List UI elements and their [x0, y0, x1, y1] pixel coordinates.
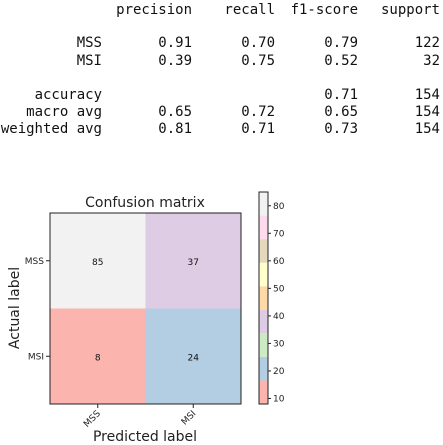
colorbar-tick-label: 30 — [273, 339, 285, 349]
classification-report: precision recall f1-score support MSS 0.91 0.7… — [0, 0, 443, 150]
colorbar-tick-label: 80 — [273, 202, 285, 212]
colorbar-segment — [259, 263, 268, 287]
report-header-f1-score: f1-score — [291, 2, 358, 18]
report-cell-f1: 0.52 — [324, 53, 358, 69]
y-axis-label: Actual label — [7, 267, 23, 349]
colorbar-tick-label: 50 — [273, 284, 285, 294]
report-cell-support: 122 — [415, 35, 440, 51]
colorbar-tick-label: 10 — [273, 394, 285, 404]
report-cell-f1: 0.71 — [324, 87, 358, 103]
report-cell-recall: 0.71 — [241, 121, 275, 137]
colorbar-segment — [259, 310, 268, 334]
confusion-matrix-chart: Confusion matrix 85 37 8 24 MSS MSI MSS MSI P… — [0, 190, 443, 445]
y-tick-labels: MSS MSI — [25, 257, 50, 363]
matrix-cells: 85 37 8 24 — [50, 213, 241, 404]
chart-title: Confusion matrix — [85, 195, 205, 211]
report-cell-precision: 0.39 — [158, 53, 192, 69]
report-cell-recall: 0.75 — [241, 53, 275, 69]
x-tick-labels: MSS MSI — [82, 404, 198, 430]
report-row-label: macro avg — [26, 104, 102, 120]
colorbar-tick-label: 40 — [273, 312, 285, 322]
report-header-precision: precision — [116, 2, 192, 18]
colorbar-segment — [259, 286, 268, 310]
matrix-cell-value: 85 — [92, 258, 103, 268]
report-cell-precision: 0.65 — [158, 104, 192, 120]
report-row-label: accuracy — [35, 87, 102, 103]
colorbar: 10 20 30 40 50 60 70 80 — [259, 192, 285, 404]
matrix-cell-value: 8 — [95, 353, 101, 363]
x-axis-label: Predicted label — [93, 429, 197, 445]
x-tick-label: MSS — [82, 409, 103, 430]
report-header-support: support — [381, 2, 440, 18]
report-header-recall: recall — [224, 2, 275, 18]
report-cell-f1: 0.65 — [324, 104, 358, 120]
colorbar-segment — [259, 239, 268, 263]
colorbar-segment — [259, 357, 268, 381]
report-cell-support: 154 — [415, 87, 440, 103]
y-tick-label: MSI — [28, 352, 44, 362]
y-tick-label: MSS — [25, 257, 44, 267]
report-cell-precision: 0.91 — [158, 35, 192, 51]
colorbar-tick-label: 70 — [273, 229, 285, 239]
colorbar-tick-label: 20 — [273, 367, 285, 377]
report-cell-recall: 0.72 — [241, 104, 275, 120]
report-cell-recall: 0.70 — [241, 35, 275, 51]
colorbar-tick-label: 60 — [273, 257, 285, 267]
report-cell-precision: 0.81 — [158, 121, 192, 137]
report-cell-f1: 0.73 — [324, 121, 358, 137]
colorbar-segment — [259, 380, 268, 404]
colorbar-segment — [259, 333, 268, 357]
colorbar-segment — [259, 192, 268, 216]
report-cell-support: 154 — [415, 104, 440, 120]
report-cell-support: 32 — [423, 53, 440, 69]
matrix-cell-value: 24 — [188, 353, 200, 363]
report-cell-support: 154 — [415, 121, 440, 137]
x-tick-label: MSI — [180, 409, 198, 427]
matrix-cell-value: 37 — [188, 258, 199, 268]
report-row-label: MSI — [77, 53, 102, 69]
report-row-label: weighted avg — [1, 121, 102, 137]
confusion-matrix-figure: Confusion matrix 85 37 8 24 MSS MSI MSS MSI P… — [0, 190, 443, 445]
colorbar-segment — [259, 216, 268, 240]
report-row-label: MSS — [77, 35, 102, 51]
report-cell-f1: 0.79 — [324, 35, 358, 51]
